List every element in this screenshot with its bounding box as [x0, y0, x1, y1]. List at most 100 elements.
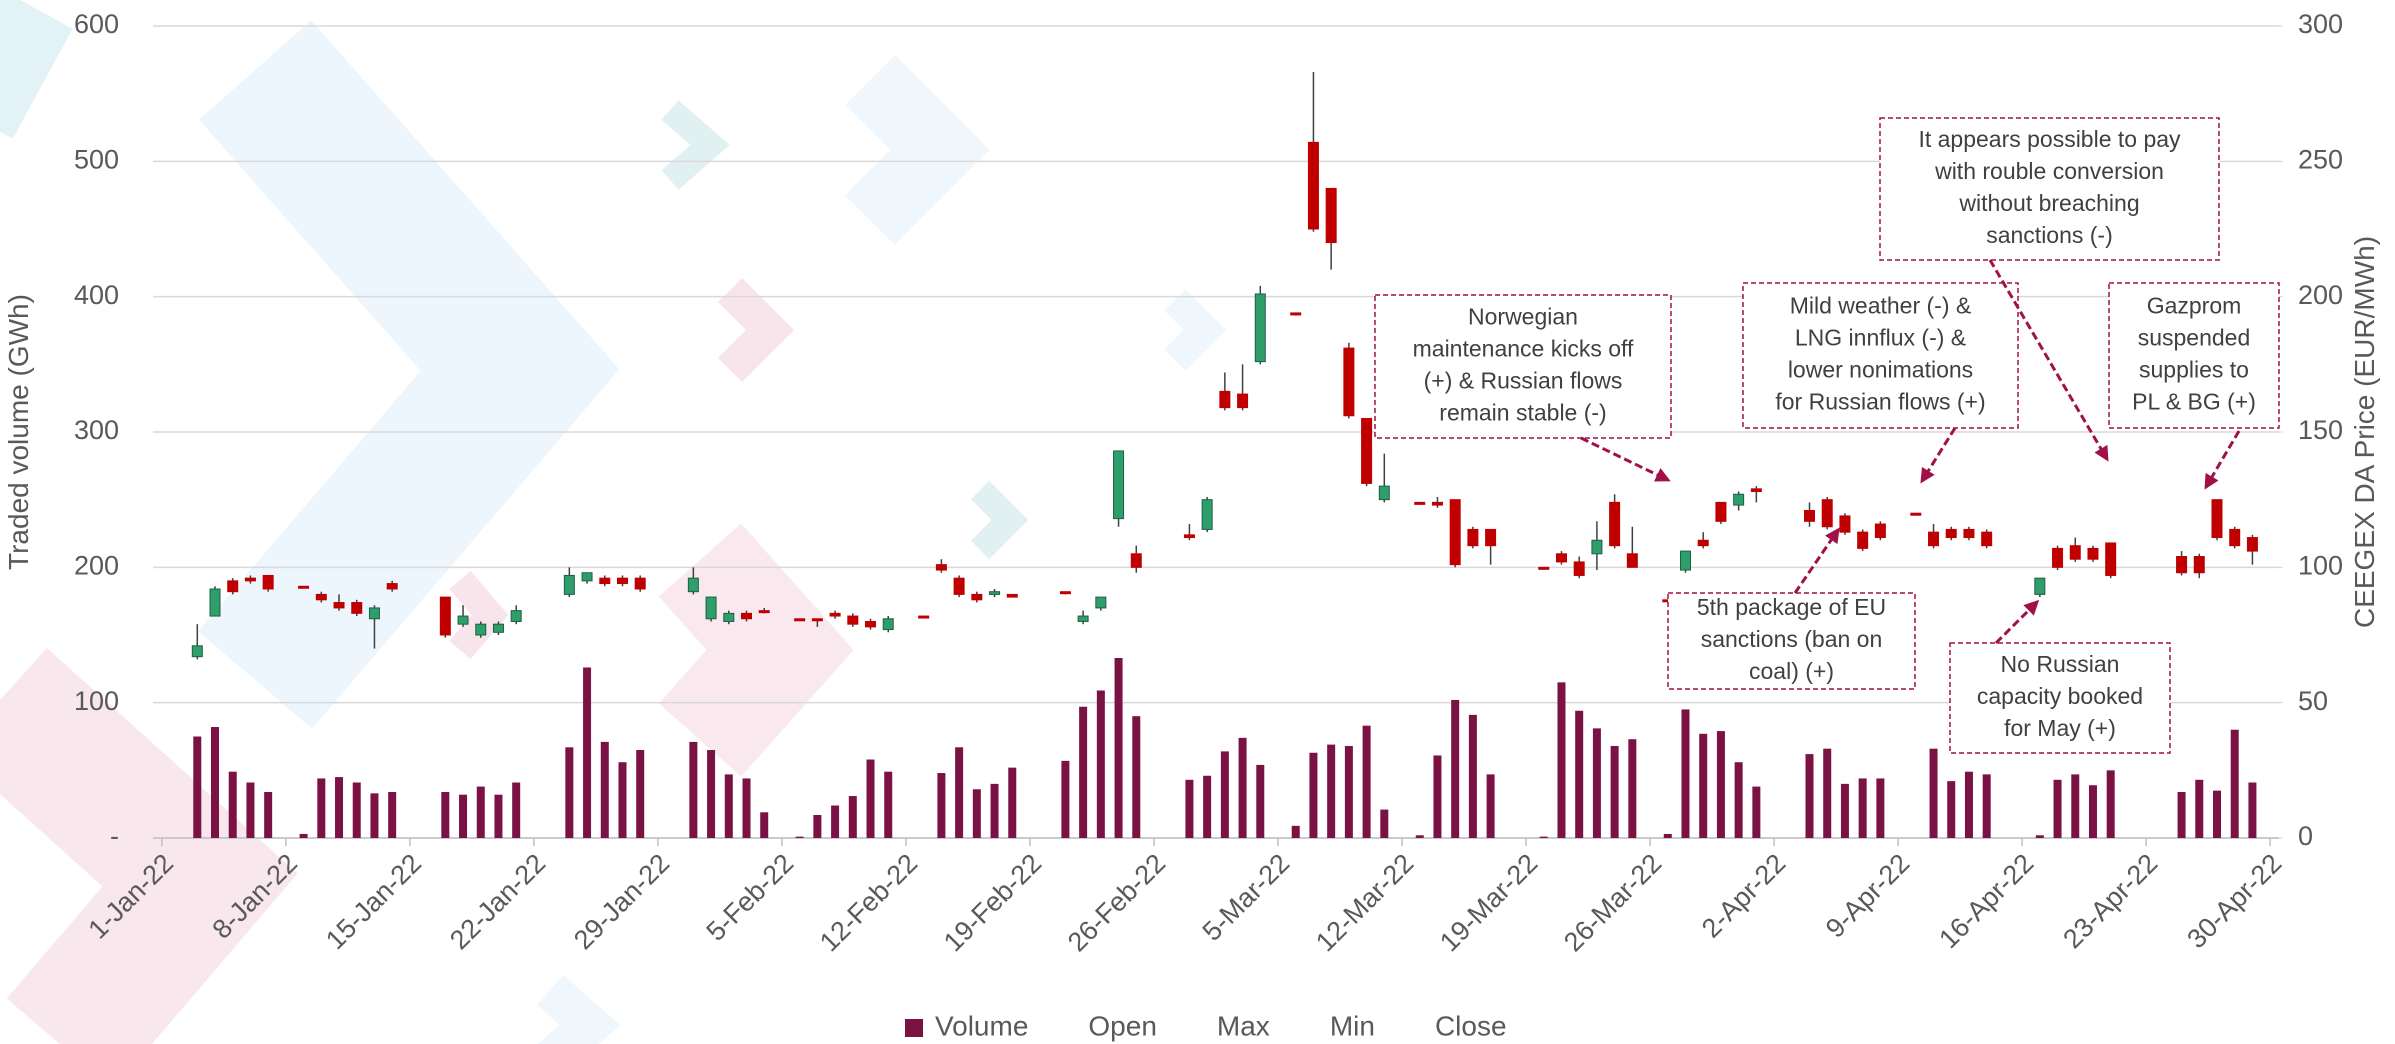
volume-bar	[1309, 753, 1317, 838]
candle-body	[1822, 500, 1832, 527]
annotation-text: capacity booked	[1977, 683, 2143, 709]
candle-body	[1911, 513, 1921, 515]
candle-body	[2035, 578, 2045, 594]
volume-bar	[2195, 780, 2203, 838]
volume-bar	[1611, 746, 1619, 838]
volume-bar	[1947, 781, 1955, 838]
candle-body	[1184, 535, 1194, 538]
volume-bar	[388, 792, 396, 838]
volume-bar	[1965, 772, 1973, 838]
candle-body	[1982, 532, 1992, 546]
volume-bar	[849, 796, 857, 838]
annotation-text: (+) & Russian flows	[1424, 368, 1623, 394]
candle-body	[2070, 546, 2080, 560]
candle-body	[1840, 516, 1850, 532]
volume-bar	[1221, 751, 1229, 838]
volume-bar	[2213, 791, 2221, 838]
annotation-text: supplies to	[2139, 357, 2249, 383]
volume-bar	[1823, 749, 1831, 838]
volume-bar	[1806, 754, 1814, 838]
annotation-text: without breaching	[1958, 190, 2139, 216]
candle-body	[1716, 502, 1726, 521]
volume-bar	[1061, 761, 1069, 838]
candle-body	[316, 594, 326, 599]
annotation-text: remain stable (-)	[1439, 400, 1606, 426]
candle-body	[1929, 532, 1939, 546]
volume-bar	[1876, 778, 1884, 838]
candle-body	[299, 586, 309, 588]
volume-bar	[1327, 745, 1335, 838]
candle-body	[2088, 548, 2098, 559]
candle-body	[1627, 554, 1637, 568]
x-tick-label: 19-Mar-22	[1434, 848, 1543, 957]
annotation-text: PL & BG (+)	[2132, 389, 2256, 415]
volume-bar	[743, 778, 751, 838]
x-tick-label: 2-Apr-22	[1696, 848, 1791, 943]
y2-tick-label: 250	[2298, 144, 2343, 174]
volume-bar	[477, 787, 485, 838]
volume-bar	[1292, 826, 1300, 838]
volume-bar	[441, 792, 449, 838]
volume-bar	[2089, 785, 2097, 838]
volume-bar	[1380, 810, 1388, 838]
candle-body	[1592, 540, 1602, 554]
volume-bar	[1239, 738, 1247, 838]
y2-tick-label: 100	[2298, 550, 2343, 580]
candle-body	[812, 619, 822, 621]
volume-bar	[2071, 774, 2079, 838]
annotation-arrow	[1922, 428, 1955, 481]
legend-label: Open	[1088, 1010, 1157, 1041]
annotation-text: lower nonimations	[1788, 357, 1973, 383]
volume-bar	[1628, 739, 1636, 838]
candle-body	[2212, 500, 2222, 538]
x-tick-label: 19-Feb-22	[938, 848, 1047, 957]
candle-body	[883, 619, 893, 630]
volume-bar	[689, 742, 697, 838]
volume-bar	[2178, 792, 2186, 838]
x-tick-label: 15-Jan-22	[320, 848, 427, 955]
y-tick-label: 100	[74, 686, 119, 716]
volume-bar	[264, 792, 272, 838]
candle-body	[334, 603, 344, 608]
candle-body	[1007, 594, 1017, 597]
y-tick-label: 400	[74, 280, 119, 310]
x-tick-label: 12-Feb-22	[814, 848, 923, 957]
volume-bar	[1079, 707, 1087, 838]
volume-bar	[813, 815, 821, 838]
volume-bar	[1363, 726, 1371, 838]
candle-body	[1610, 502, 1620, 545]
volume-bar	[246, 783, 254, 838]
candle-body	[1432, 502, 1442, 505]
candle-body	[1486, 529, 1496, 545]
x-tick-label: 9-Apr-22	[1820, 848, 1915, 943]
x-tick-label: 22-Jan-22	[444, 848, 551, 955]
volume-bar	[512, 783, 520, 838]
y2-tick-label: 50	[2298, 686, 2328, 716]
volume-bar	[1859, 778, 1867, 838]
legend-label: Close	[1435, 1010, 1507, 1041]
candle-body	[1468, 529, 1478, 545]
y-tick-label: 600	[74, 9, 119, 39]
candle-body	[1734, 494, 1744, 505]
candle-body	[192, 646, 202, 657]
volume-bar	[1575, 711, 1583, 838]
legend-swatch	[905, 1019, 923, 1037]
volume-bar	[2107, 770, 2115, 838]
volume-bar	[2054, 780, 2062, 838]
candle-body	[866, 621, 876, 626]
candle-body	[1946, 529, 1956, 537]
candle-body	[1450, 500, 1460, 565]
volume-bar	[459, 795, 467, 838]
volume-bar	[193, 737, 201, 839]
volume-bar	[494, 795, 502, 838]
candle-body	[1556, 554, 1566, 562]
volume-bar	[1699, 734, 1707, 838]
candle-body	[564, 575, 574, 594]
volume-bar	[1717, 731, 1725, 838]
candle-body	[830, 613, 840, 616]
candle-body	[1858, 532, 1868, 548]
volume-bar	[636, 750, 644, 838]
volume-bar	[1487, 774, 1495, 838]
legend-label: Max	[1217, 1010, 1270, 1041]
candle-body	[1326, 188, 1336, 242]
